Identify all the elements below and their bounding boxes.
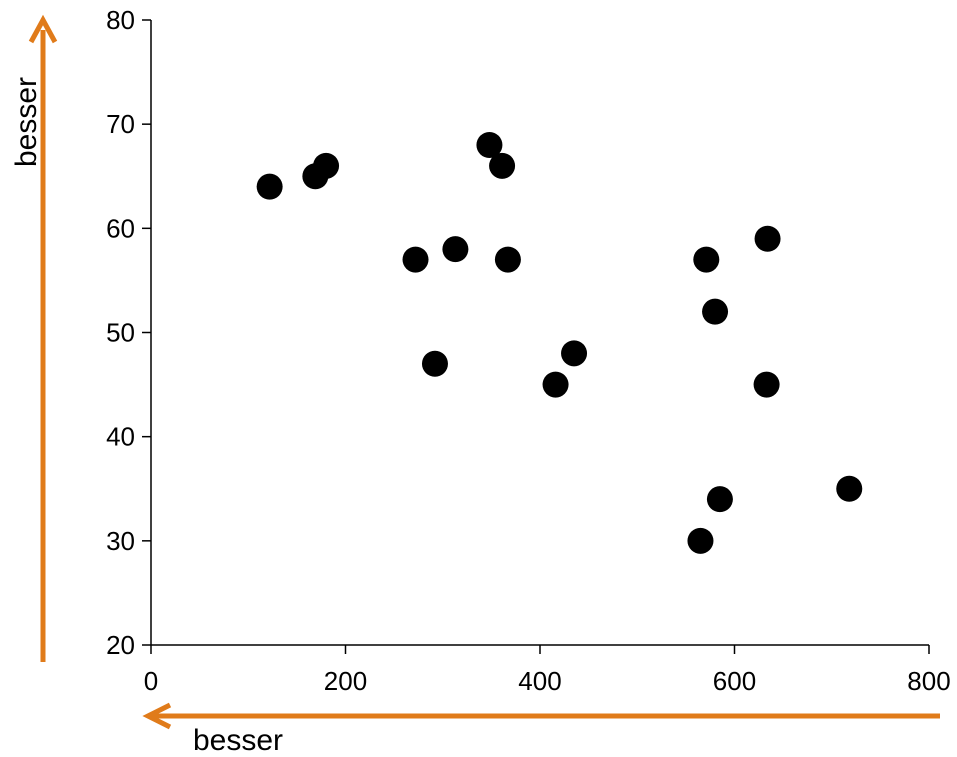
- x-tick-label: 400: [518, 666, 561, 696]
- x-axis-ticks: 0 200 400 600 800: [144, 645, 951, 696]
- data-point: [313, 152, 340, 179]
- data-point: [489, 152, 516, 179]
- y-arrow-label: besser: [10, 77, 43, 167]
- y-better-arrow: [28, 14, 58, 662]
- data-point: [476, 132, 503, 158]
- y-tick-label: 50: [106, 318, 135, 348]
- data-point: [693, 246, 720, 273]
- y-tick-label: 30: [106, 526, 135, 556]
- data-point: [561, 340, 588, 367]
- data-point: [494, 246, 521, 273]
- data-point: [836, 475, 863, 502]
- data-point: [687, 527, 714, 554]
- x-better-arrow: [142, 702, 940, 730]
- data-point: [542, 371, 569, 398]
- data-point: [256, 173, 283, 200]
- x-tick-label: 0: [144, 666, 158, 696]
- x-arrow-label: besser: [193, 724, 283, 757]
- data-point: [706, 486, 733, 513]
- data-point: [421, 350, 448, 377]
- data-points: [256, 132, 863, 554]
- y-axis-ticks: 20 30 40 50 60 70 80: [106, 5, 151, 660]
- data-point: [402, 246, 429, 273]
- y-tick-label: 60: [106, 213, 135, 243]
- y-tick-label: 20: [106, 630, 135, 660]
- y-tick-label: 40: [106, 422, 135, 452]
- data-point: [442, 236, 469, 263]
- y-tick-label: 80: [106, 5, 135, 35]
- data-point: [753, 371, 780, 398]
- x-tick-label: 800: [907, 666, 950, 696]
- x-tick-label: 200: [324, 666, 367, 696]
- data-point: [754, 225, 781, 252]
- data-point: [702, 298, 729, 325]
- x-tick-label: 600: [713, 666, 756, 696]
- y-tick-label: 70: [106, 109, 135, 139]
